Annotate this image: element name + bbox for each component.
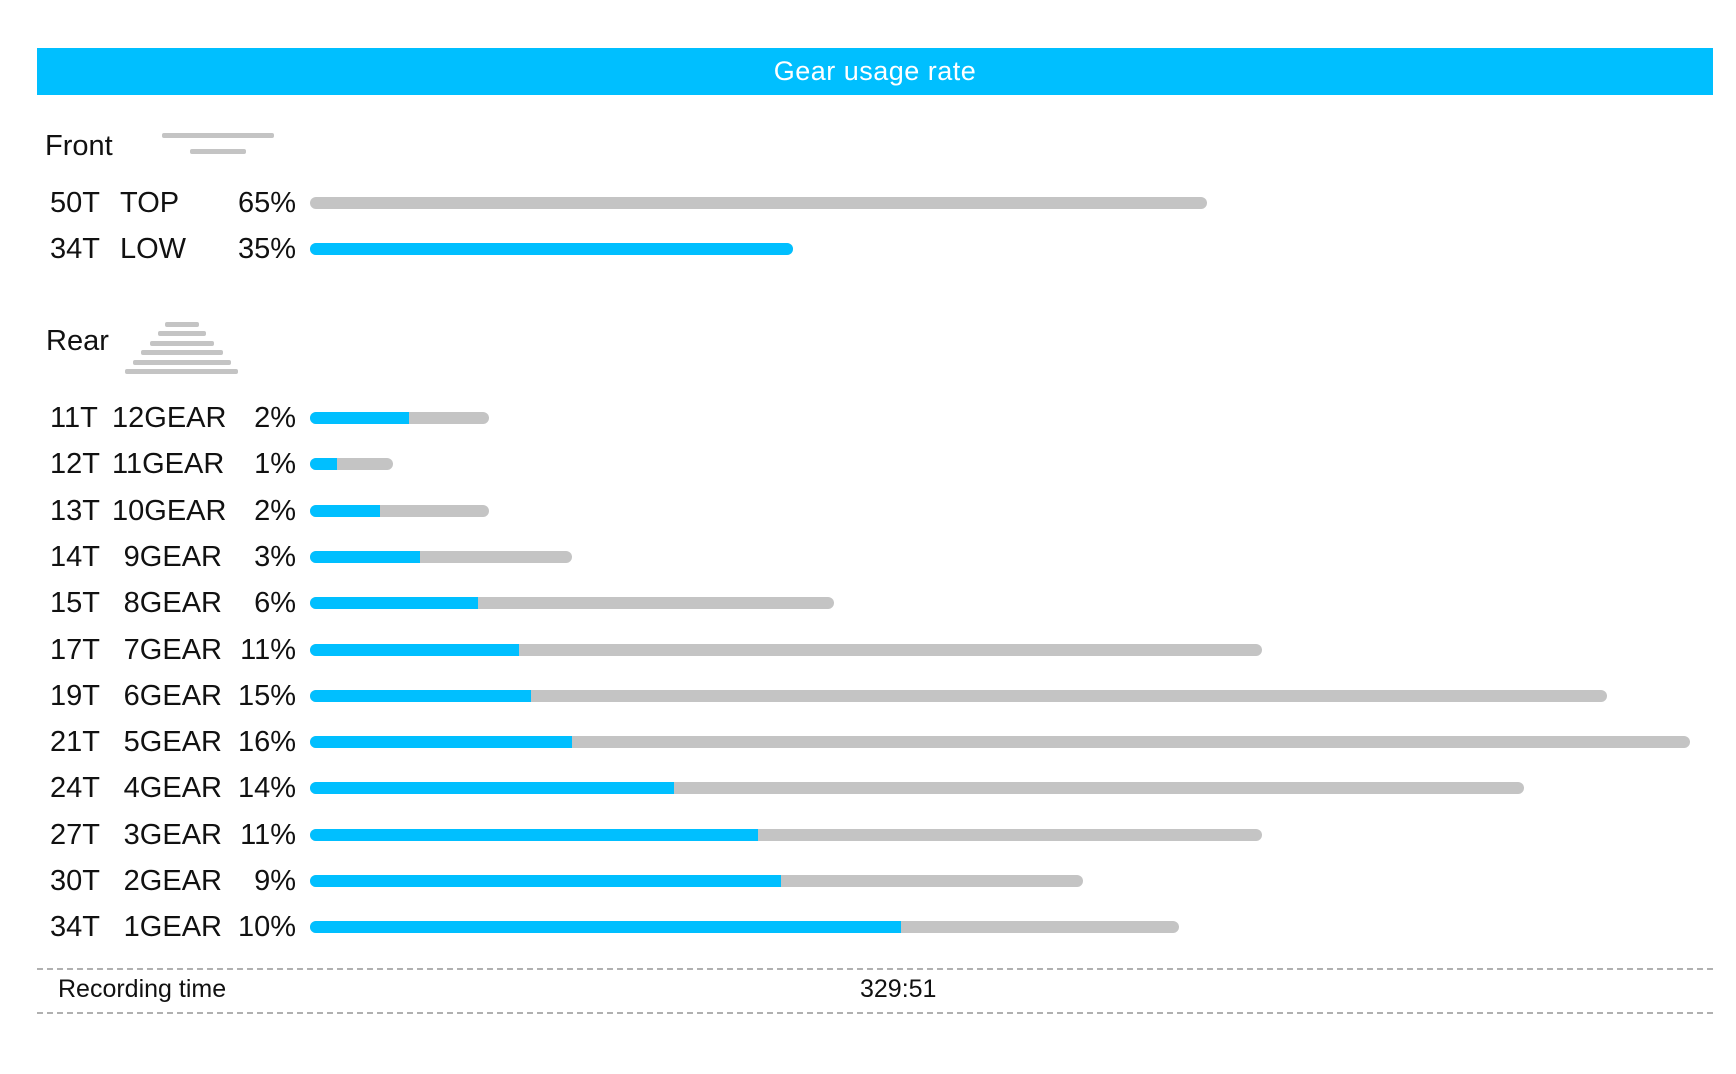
gear-tooth-label: 24T	[50, 772, 100, 805]
chart-title: Gear usage rate	[773, 56, 977, 86]
gear-tooth-label: 30T	[50, 865, 100, 897]
gear-position-label: 2GEAR	[123, 865, 222, 897]
footer-divider-bottom	[37, 1012, 1713, 1014]
usage-bar-track	[310, 875, 1083, 887]
usage-bar-fill	[310, 458, 337, 471]
gear-tooth-label: 15T	[50, 587, 100, 620]
gear-position-label: 8GEAR	[123, 587, 222, 620]
usage-bar-track	[310, 504, 489, 517]
gear-position-label: 3GEAR	[123, 818, 222, 851]
gear-position-label: 5GEAR	[123, 726, 222, 759]
gear-position-label: 9GEAR	[123, 540, 222, 573]
usage-bar-fill	[310, 550, 420, 563]
gear-row: 14T 9GEAR 3%	[0, 534, 1736, 580]
gear-percent-label: 65%	[237, 187, 296, 219]
gear-percent-label: 3%	[254, 540, 296, 573]
gear-tooth-label: 13T	[50, 494, 100, 527]
gear-position-label: 10GEAR	[112, 494, 227, 527]
gear-percent-label: 1%	[254, 448, 296, 481]
gear-tooth-label: 27T	[50, 818, 100, 851]
usage-bar-track	[310, 243, 793, 255]
usage-bar-fill	[310, 828, 758, 841]
gear-tooth-label: 21T	[50, 726, 100, 759]
gear-tooth-label: 34T	[50, 233, 100, 265]
usage-bar-fill	[310, 875, 781, 887]
gear-tooth-label: 12T	[50, 448, 100, 481]
usage-bar-fill	[310, 689, 531, 702]
usage-bar-fill	[310, 736, 572, 749]
gear-percent-label: 14%	[237, 772, 296, 805]
gear-position-label: 1GEAR	[123, 911, 222, 944]
footer-divider-top	[37, 968, 1713, 970]
gear-row: 24T 4GEAR 14%	[0, 765, 1736, 811]
usage-bar-track	[310, 643, 1262, 656]
gear-percent-label: 11%	[240, 633, 296, 666]
gear-percent-label: 15%	[237, 679, 296, 712]
gear-percent-label: 10%	[237, 911, 296, 944]
gear-percent-label: 11%	[240, 818, 296, 851]
usage-bar-fill	[310, 921, 901, 934]
usage-bar-fill	[310, 643, 519, 656]
gear-position-label: TOP	[120, 187, 180, 219]
recording-time-value: 329:51	[860, 975, 937, 1003]
recording-time-label: Recording time	[58, 975, 227, 1003]
gear-tooth-label: 11T	[50, 402, 98, 434]
gear-row: 27T 3GEAR 11%	[0, 812, 1736, 858]
gear-position-label: LOW	[120, 233, 187, 265]
gear-row: 12T 11GEAR 1%	[0, 441, 1736, 487]
usage-bar-track	[310, 689, 1607, 702]
usage-bar-fill	[310, 782, 674, 795]
gear-position-label: 12GEAR	[112, 402, 227, 434]
usage-bar-fill	[310, 243, 793, 255]
rear-section-title: Rear	[46, 325, 109, 357]
gear-tooth-label: 17T	[50, 633, 100, 666]
gear-row: 19T 6GEAR 15%	[0, 673, 1736, 719]
usage-bar-fill	[310, 597, 478, 610]
usage-bar-fill	[310, 412, 409, 424]
title-bar: Gear usage rate	[37, 48, 1713, 95]
gear-row: 11T 12GEAR 2%	[0, 395, 1736, 441]
gear-tooth-label: 19T	[50, 679, 100, 712]
front-section-title: Front	[45, 130, 113, 162]
gear-row: 21T 5GEAR 16%	[0, 719, 1736, 765]
gear-tooth-label: 34T	[50, 911, 100, 944]
gear-percent-label: 2%	[254, 494, 296, 527]
usage-bar-track	[310, 412, 489, 424]
gear-percent-label: 2%	[254, 402, 296, 434]
usage-bar-track	[310, 458, 393, 471]
gear-row: 34T LOW 35%	[0, 226, 1736, 272]
gear-percent-label: 16%	[237, 726, 296, 759]
gear-percent-label: 35%	[237, 233, 296, 265]
gear-percent-label: 9%	[254, 865, 296, 897]
gear-row: 17T 7GEAR 11%	[0, 627, 1736, 673]
usage-bar-track	[310, 550, 572, 563]
usage-bar-track	[310, 736, 1690, 749]
gear-position-label: 4GEAR	[123, 772, 222, 805]
gear-row: 13T 10GEAR 2%	[0, 488, 1736, 534]
gear-position-label: 6GEAR	[123, 679, 222, 712]
usage-bar-fill	[310, 504, 380, 517]
usage-bar-track	[310, 921, 1179, 934]
gear-row: 15T 8GEAR 6%	[0, 580, 1736, 626]
gear-row: 34T 1GEAR 10%	[0, 904, 1736, 950]
usage-bar-track	[310, 782, 1524, 795]
usage-bar-track	[310, 828, 1262, 841]
gear-position-label: 7GEAR	[123, 633, 222, 666]
usage-bar-track	[310, 197, 1207, 209]
gear-tooth-label: 50T	[50, 187, 100, 219]
gear-tooth-label: 14T	[50, 540, 100, 573]
gear-row: 30T 2GEAR 9%	[0, 858, 1736, 904]
gear-percent-label: 6%	[254, 587, 296, 620]
gear-row: 50T TOP 65%	[0, 180, 1736, 226]
usage-bar-track	[310, 597, 834, 610]
gear-position-label: 11GEAR	[112, 448, 225, 481]
